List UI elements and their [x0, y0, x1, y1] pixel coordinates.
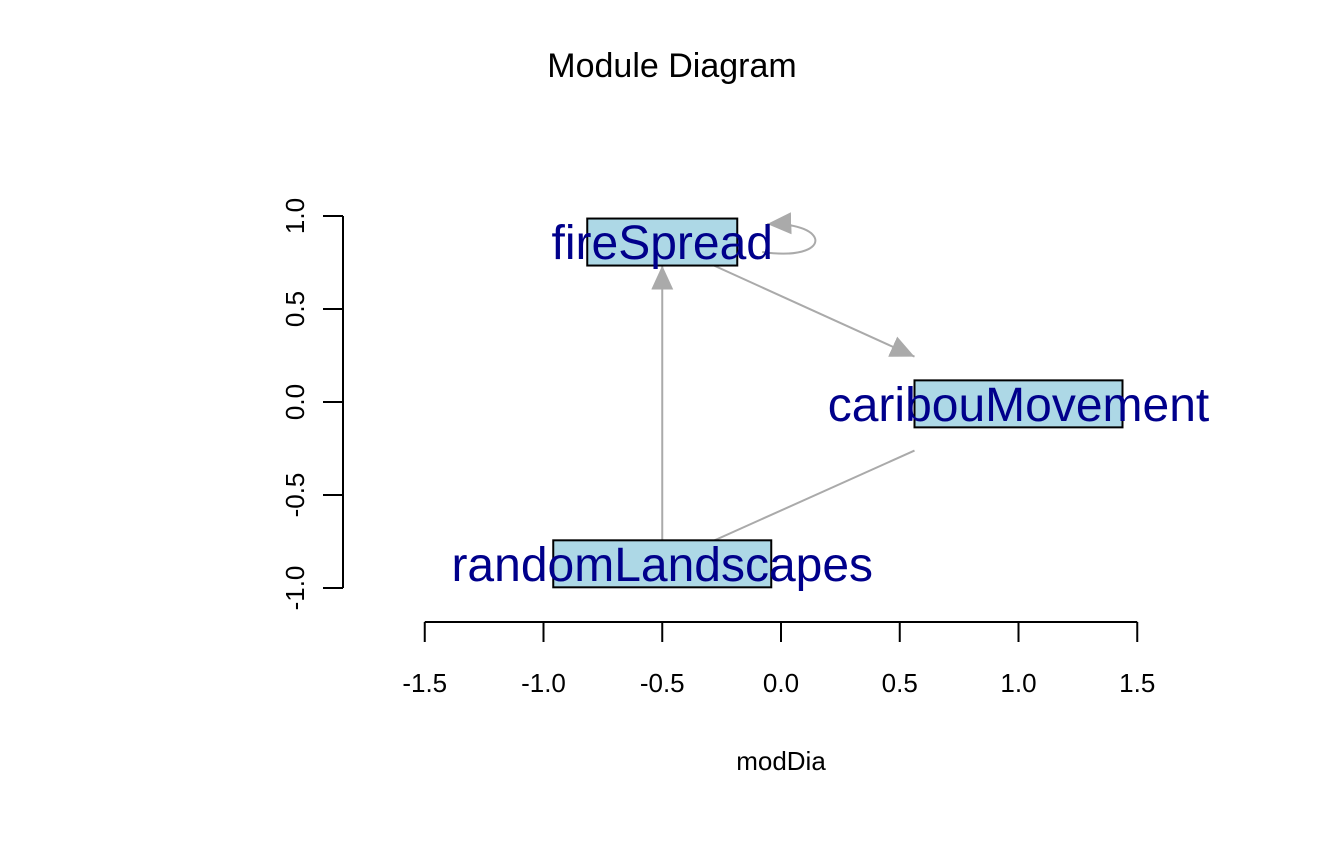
- y-tick-label: 0.0: [280, 384, 310, 420]
- nodes: fireSpread caribouMovement randomLandscape…: [451, 217, 1209, 592]
- x-tick-label: 1.5: [1119, 668, 1155, 698]
- x-tick-label: 0.5: [882, 668, 918, 698]
- node-box: [552, 539, 773, 589]
- x-tick-label: -1.0: [521, 668, 566, 698]
- x-axis-title: modDia: [736, 746, 826, 776]
- node-box: [913, 379, 1124, 429]
- y-tick-label: -0.5: [280, 473, 310, 518]
- axes: -1.5 -1.0 -0.5 0.0 0.5 1.0 1.5 -1.0 -0.5 0.0 0.5 1.…: [280, 198, 1155, 698]
- y-tick-label: -1.0: [280, 566, 310, 611]
- node-fireSpread: fireSpread: [552, 217, 773, 270]
- y-tick-label: 1.0: [280, 198, 310, 234]
- edge-fireSpread-to-fireSpread: [762, 212, 817, 255]
- node-label: randomLandscapes: [451, 539, 873, 592]
- plot-title: Module Diagram: [547, 47, 796, 85]
- node-box: [586, 217, 739, 267]
- x-tick-label: 1.0: [1000, 668, 1036, 698]
- x-tick-label: -1.5: [402, 668, 447, 698]
- node-label: fireSpread: [552, 217, 773, 270]
- node-randomLandscapes: randomLandscapes: [451, 539, 873, 592]
- x-tick-label: -0.5: [640, 668, 685, 698]
- x-tick-label: 0.0: [763, 668, 799, 698]
- y-tick-label: 0.5: [280, 291, 310, 327]
- node-caribouMovement: caribouMovement: [828, 379, 1210, 432]
- node-label: caribouMovement: [828, 379, 1210, 432]
